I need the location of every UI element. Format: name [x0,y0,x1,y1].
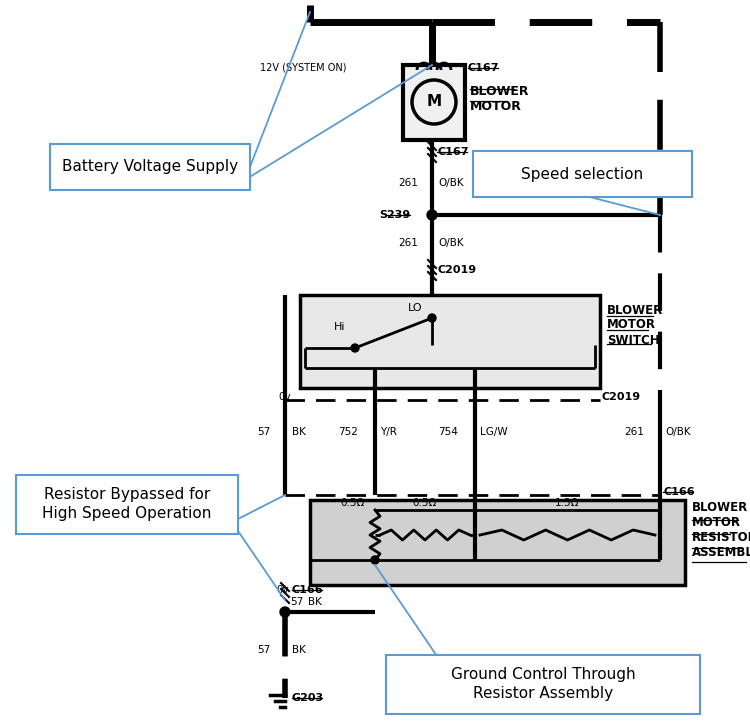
Text: 261: 261 [398,178,418,188]
Text: 57: 57 [256,645,270,655]
FancyBboxPatch shape [473,151,692,197]
Text: C2019: C2019 [602,392,641,402]
Text: LO: LO [408,303,422,313]
Text: 12V (SYSTEM ON): 12V (SYSTEM ON) [260,63,346,73]
Text: M: M [427,95,442,109]
Text: 0v: 0v [276,585,289,595]
FancyBboxPatch shape [386,655,700,714]
Text: 752: 752 [338,427,358,437]
Text: S239: S239 [379,210,410,220]
Circle shape [427,210,437,220]
Text: O/BK: O/BK [438,178,464,188]
Circle shape [280,607,290,617]
Circle shape [351,344,359,352]
Text: Battery Voltage Supply: Battery Voltage Supply [62,159,238,175]
Text: 754: 754 [438,427,458,437]
Text: BK: BK [292,427,306,437]
Text: 57: 57 [256,427,270,437]
Circle shape [371,556,379,564]
Text: C167: C167 [468,63,500,73]
Text: Ground Control Through
Resistor Assembly: Ground Control Through Resistor Assembly [451,667,635,701]
Text: 1.3Ω: 1.3Ω [555,498,579,508]
Text: BK: BK [308,597,322,607]
Text: Resistor Bypassed for
High Speed Operation: Resistor Bypassed for High Speed Operati… [42,486,211,521]
Text: LG/W: LG/W [480,427,508,437]
Text: 261: 261 [624,427,644,437]
Text: 0.5Ω: 0.5Ω [340,498,365,508]
Text: O/BK: O/BK [438,238,464,248]
Circle shape [428,314,436,322]
Text: C167: C167 [437,147,469,157]
Text: C166: C166 [663,487,694,497]
Bar [300,295,600,388]
Text: Y/R: Y/R [380,427,397,437]
Bar [310,500,685,585]
FancyBboxPatch shape [16,475,238,534]
Text: O/BK: O/BK [665,427,691,437]
Text: BLOWER
MOTOR
RESISTOR
ASSEMBLY: BLOWER MOTOR RESISTOR ASSEMBLY [692,501,750,559]
Text: BLOWER
MOTOR: BLOWER MOTOR [470,85,530,113]
Text: BK: BK [292,645,306,655]
Text: C2019: C2019 [437,265,476,275]
Text: C166: C166 [292,585,324,595]
Text: G203: G203 [292,693,324,703]
Text: 261: 261 [398,238,418,248]
Text: 0.5Ω: 0.5Ω [413,498,437,508]
Text: Speed selection: Speed selection [521,167,643,181]
Text: 57: 57 [290,597,303,607]
Text: 0v: 0v [278,392,291,402]
Text: BLOWER
MOTOR
SWITCH: BLOWER MOTOR SWITCH [607,304,663,347]
FancyBboxPatch shape [50,144,250,190]
Bar [403,65,465,140]
Text: Hi: Hi [334,322,346,332]
